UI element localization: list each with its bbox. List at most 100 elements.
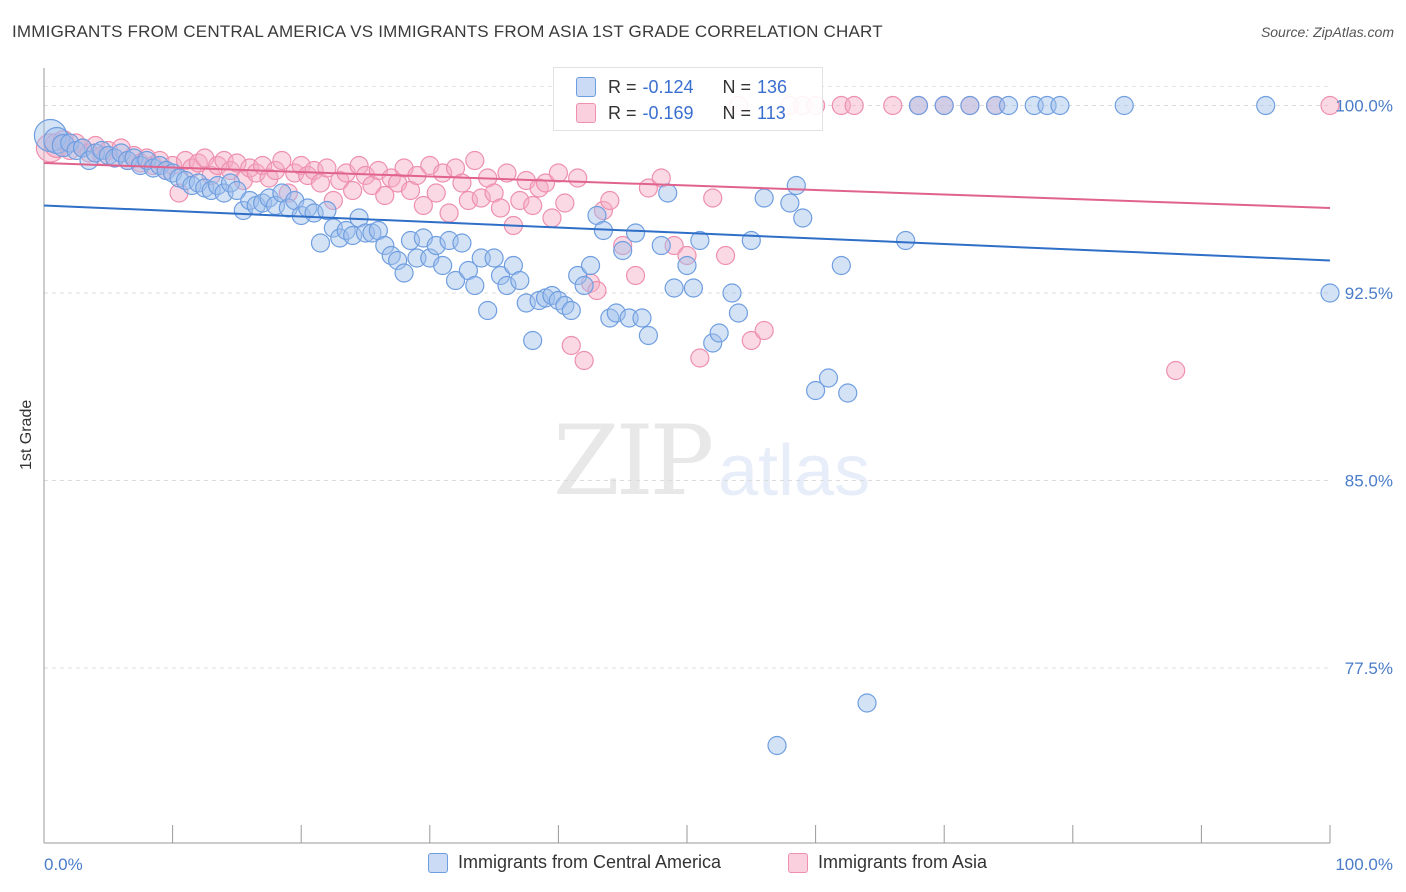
data-point — [343, 180, 363, 201]
data-point — [934, 95, 954, 116]
chart-title: IMMIGRANTS FROM CENTRAL AMERICA VS IMMIG… — [12, 22, 883, 41]
y-tick-label: 85.0% — [1345, 472, 1393, 491]
data-point — [510, 190, 530, 211]
data-point — [574, 350, 594, 371]
bottom-legend-label: Immigrants from Asia — [818, 852, 988, 872]
data-point — [658, 183, 678, 203]
data-point — [703, 333, 723, 353]
data-point — [497, 163, 517, 183]
series-central-america-points — [33, 95, 1340, 756]
data-point — [272, 150, 292, 171]
data-point — [786, 175, 806, 196]
data-point — [651, 235, 671, 256]
legend-n-label: N = — [722, 102, 752, 123]
legend-r-value: -0.169 — [642, 102, 694, 123]
data-point — [426, 183, 446, 203]
legend-swatch-pink — [576, 103, 596, 123]
data-point — [394, 263, 414, 283]
data-point — [490, 198, 511, 218]
x-tick-label-min: 0.0% — [44, 855, 83, 874]
data-point — [844, 95, 864, 116]
data-point — [445, 270, 466, 291]
data-point — [690, 348, 710, 368]
data-point — [548, 163, 569, 183]
data-point — [818, 368, 839, 388]
data-point — [709, 323, 729, 343]
data-point — [683, 278, 704, 298]
data-point — [703, 188, 723, 208]
x-tick-label-max: 100.0% — [1335, 855, 1393, 874]
data-point — [60, 133, 80, 153]
bottom-legend-swatch-blue — [428, 852, 448, 873]
legend-n-label: N = — [722, 76, 752, 97]
data-point — [722, 283, 742, 303]
bottom-legend-asia[interactable]: Immigrants from Asia — [788, 852, 987, 873]
data-point — [542, 285, 562, 306]
data-point — [1166, 360, 1186, 381]
data-point — [568, 265, 588, 286]
data-point — [484, 248, 504, 268]
data-point — [227, 153, 247, 173]
legend-r-label: R = — [608, 102, 637, 123]
data-point — [426, 235, 446, 256]
data-point — [413, 195, 433, 216]
y-tick-label: 77.5% — [1345, 659, 1393, 678]
data-point — [593, 200, 614, 221]
data-point — [1256, 95, 1276, 116]
data-point — [998, 95, 1019, 116]
data-point — [767, 735, 787, 756]
data-point — [246, 163, 266, 183]
data-point — [497, 275, 517, 296]
data-point — [805, 380, 826, 401]
data-point — [542, 208, 562, 228]
data-point — [580, 255, 601, 276]
data-point — [613, 235, 633, 256]
data-point — [741, 230, 761, 251]
bottom-legend-swatch-pink — [788, 852, 808, 873]
x-tick-labels: 0.0% 100.0% — [44, 855, 1393, 874]
source-label[interactable]: Source: ZipAtlas.com — [1260, 24, 1394, 40]
data-point — [375, 235, 395, 256]
data-point — [433, 255, 453, 276]
data-point — [1050, 95, 1070, 116]
data-point — [1320, 95, 1340, 116]
data-point — [754, 320, 774, 341]
data-point — [555, 193, 575, 213]
data-point — [632, 308, 652, 328]
data-point — [336, 220, 356, 241]
data-point — [523, 330, 543, 351]
data-point — [227, 180, 247, 201]
legend-r-value: -0.124 — [642, 76, 694, 97]
data-point — [381, 245, 401, 266]
data-point — [780, 193, 800, 213]
data-point — [548, 290, 569, 311]
legend-n-value: 113 — [757, 102, 786, 123]
data-point — [452, 233, 472, 253]
data-point — [677, 255, 697, 276]
data-point — [587, 280, 607, 301]
data-point — [831, 255, 851, 276]
data-point — [638, 325, 659, 346]
data-point — [600, 308, 620, 328]
data-point — [793, 208, 813, 228]
watermark-atlas: atlas — [718, 431, 871, 511]
data-point — [625, 223, 646, 243]
data-point — [471, 188, 491, 208]
data-point — [625, 265, 646, 286]
data-point — [137, 150, 157, 171]
data-point — [259, 188, 279, 208]
data-point — [388, 250, 408, 271]
data-point — [600, 190, 620, 211]
data-point — [220, 173, 241, 193]
bottom-legend-central-america[interactable]: Immigrants from Central America — [428, 852, 721, 873]
stats-legend: R = -0.124 N = 136 R = -0.169 N = 113 — [553, 67, 823, 131]
data-point — [883, 95, 903, 116]
trend-line-central-america — [43, 204, 1331, 262]
data-point — [1320, 283, 1340, 303]
axes — [43, 68, 1331, 844]
data-point — [677, 245, 697, 266]
data-point — [1114, 95, 1134, 116]
data-point — [741, 330, 761, 351]
data-point — [896, 230, 916, 251]
